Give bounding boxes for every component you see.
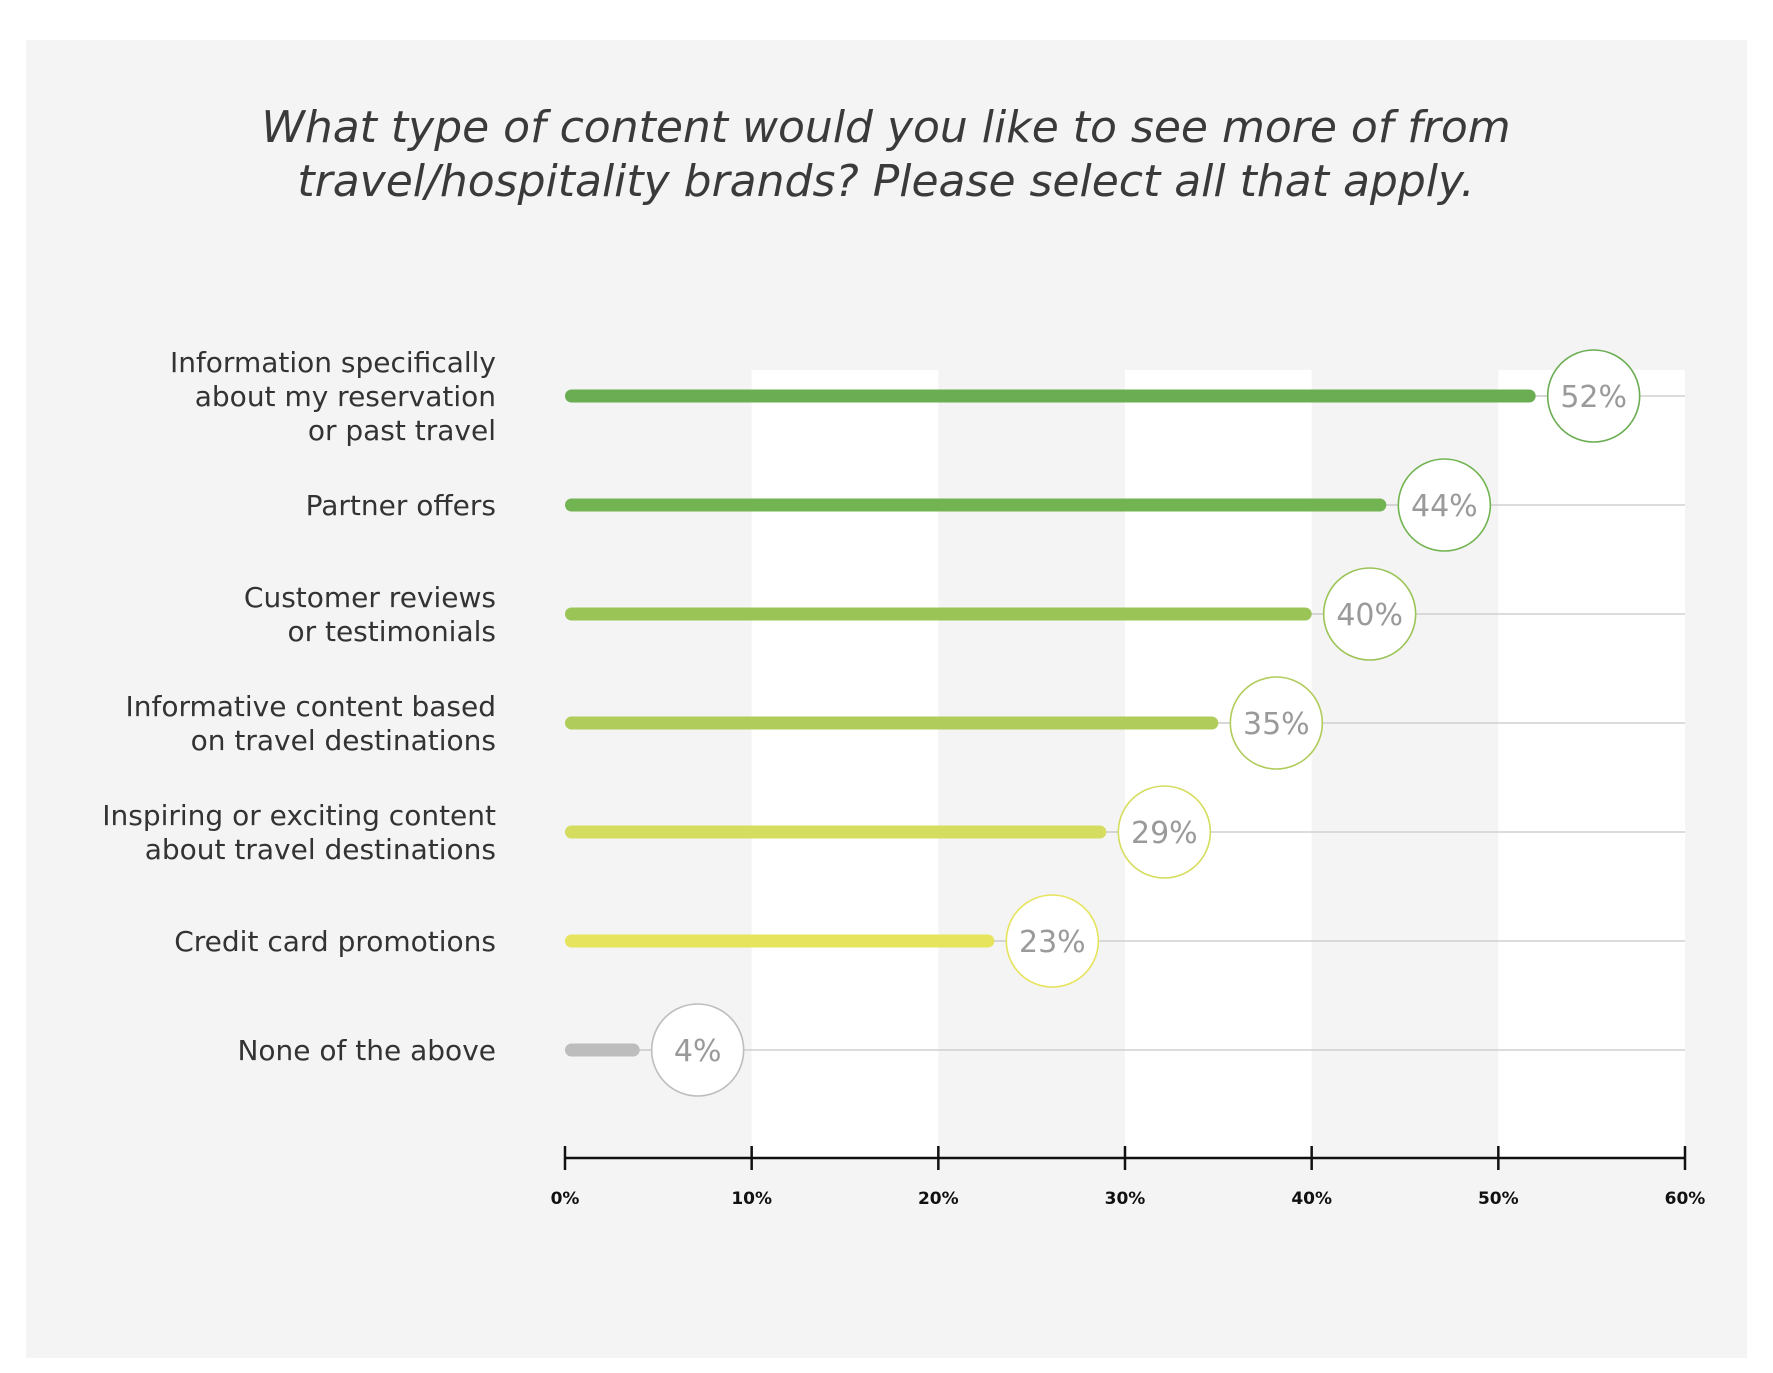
category-label: Credit card promotions	[174, 925, 496, 958]
grid-bands	[751, 370, 1685, 1158]
value-label: 4%	[674, 1034, 722, 1069]
value-label: 35%	[1243, 707, 1310, 742]
x-tick-label: 50%	[1478, 1189, 1519, 1209]
chart-title: What type of content would you like to s…	[261, 102, 1510, 207]
category-label: Inspiring or exciting content	[102, 799, 496, 832]
value-label: 44%	[1411, 489, 1478, 524]
x-axis: 0% 10% 20% 30% 40% 50% 60%	[551, 1146, 1706, 1209]
category-label: Information specifically	[170, 346, 496, 379]
x-tick-label: 10%	[731, 1189, 772, 1209]
bar	[565, 716, 1219, 730]
bar	[565, 607, 1312, 621]
value-label: 52%	[1560, 380, 1627, 415]
category-label: Partner offers	[306, 489, 496, 522]
bar	[565, 498, 1387, 512]
category-label: None of the above	[237, 1034, 496, 1067]
category-label: Informative content based	[125, 690, 496, 723]
category-label: about my reservation	[195, 380, 496, 413]
category-label: about travel destinations	[145, 833, 496, 866]
grid-band	[751, 370, 939, 1158]
value-label: 29%	[1131, 816, 1198, 851]
category-label: Customer reviews	[244, 581, 496, 614]
value-circle	[1397, 458, 1492, 552]
x-tick-label: 60%	[1665, 1189, 1706, 1209]
x-tick-label: 30%	[1105, 1189, 1146, 1209]
value-circle	[1546, 349, 1641, 443]
bar	[565, 1043, 640, 1057]
value-label: 40%	[1336, 598, 1403, 633]
value-circle	[1117, 785, 1212, 879]
bar-chart: What type of content would you like to s…	[102, 102, 1706, 1209]
value-circle	[1005, 894, 1100, 988]
value-label: 23%	[1019, 925, 1086, 960]
category-label: on travel destinations	[191, 724, 496, 757]
bar	[565, 825, 1107, 839]
chart-panel: What type of content would you like to s…	[26, 40, 1747, 1358]
value-circle	[650, 1003, 745, 1097]
chart-title-line-2: travel/hospitality brands? Please select…	[297, 156, 1474, 207]
category-label: or testimonials	[287, 615, 496, 648]
chart-title-line-1: What type of content would you like to s…	[261, 102, 1510, 153]
bar	[565, 389, 1536, 403]
category-label: or past travel	[308, 414, 496, 447]
bar	[565, 934, 995, 948]
value-circle	[1322, 567, 1417, 661]
x-tick-label: 20%	[918, 1189, 959, 1209]
value-circle	[1229, 676, 1324, 770]
x-tick-label: 40%	[1291, 1189, 1332, 1209]
grid-band	[1498, 370, 1685, 1158]
x-tick-label: 0%	[551, 1189, 580, 1209]
